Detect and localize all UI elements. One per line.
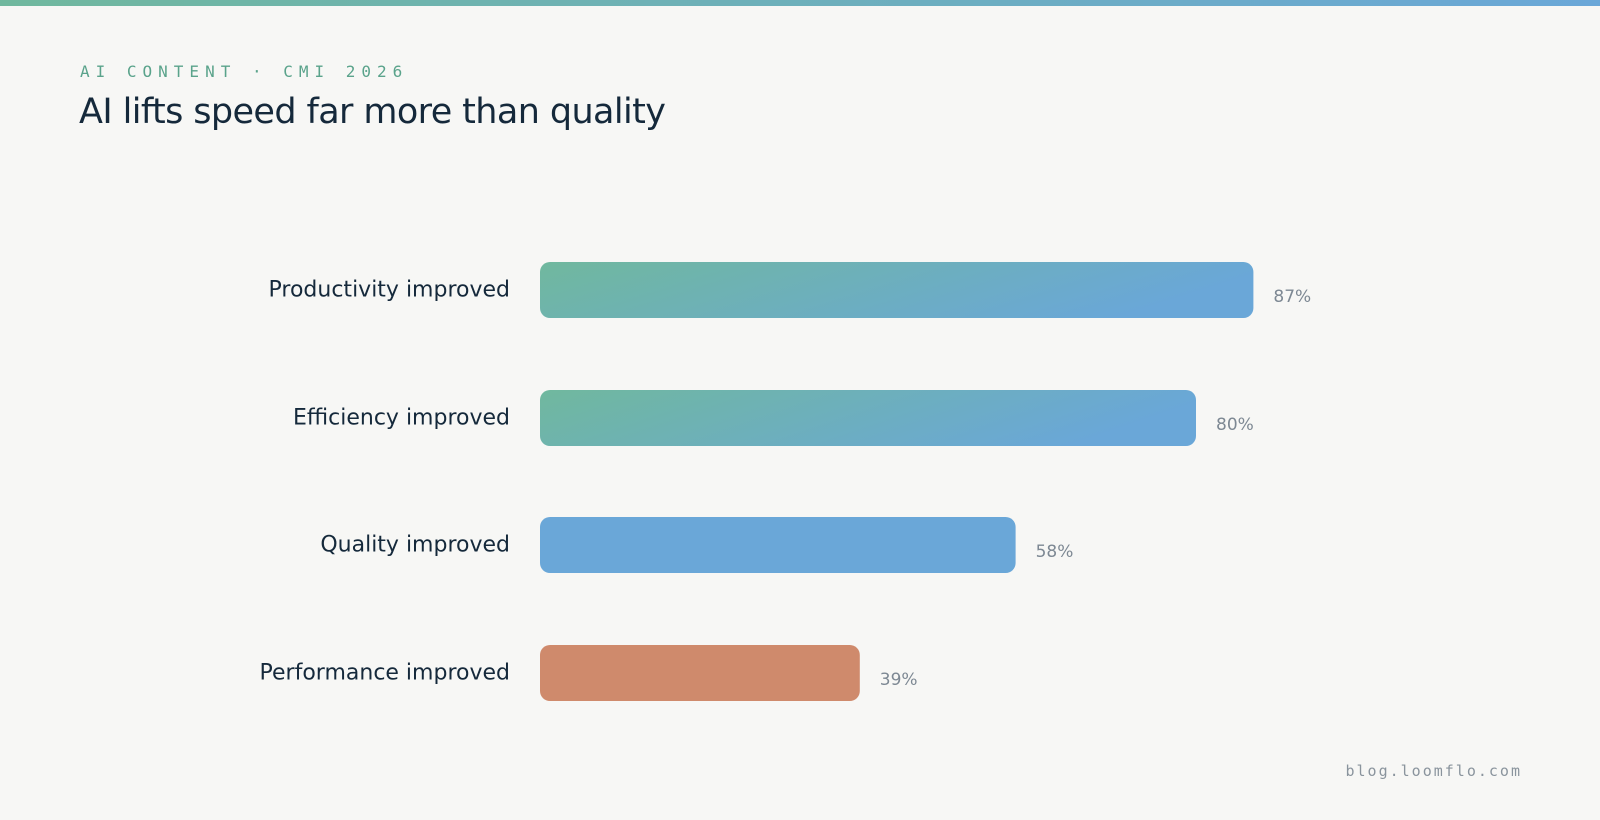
value-label-1: 80% bbox=[1216, 415, 1254, 435]
value-label-0: 87% bbox=[1273, 287, 1311, 307]
bar-0 bbox=[540, 262, 1254, 318]
footer-source: blog.loomflo.com bbox=[1345, 762, 1522, 780]
chart-title: AI lifts speed far more than quality bbox=[79, 92, 666, 132]
category-label-3: Performance improved bbox=[260, 661, 510, 686]
bar-2 bbox=[540, 517, 1016, 573]
bars-group: Productivity improved 87% Efficiency impro… bbox=[260, 262, 1311, 701]
value-label-3: 39% bbox=[880, 670, 918, 690]
bar-3 bbox=[540, 645, 860, 701]
category-label-2: Quality improved bbox=[320, 533, 510, 558]
category-label-1: Efficiency improved bbox=[293, 406, 510, 431]
category-label-0: Productivity improved bbox=[269, 278, 510, 303]
value-label-2: 58% bbox=[1036, 542, 1074, 562]
top-accent-rule bbox=[0, 0, 1600, 6]
bar-1 bbox=[540, 390, 1196, 446]
eyebrow-label: AI CONTENT · CMI 2026 bbox=[80, 62, 409, 81]
